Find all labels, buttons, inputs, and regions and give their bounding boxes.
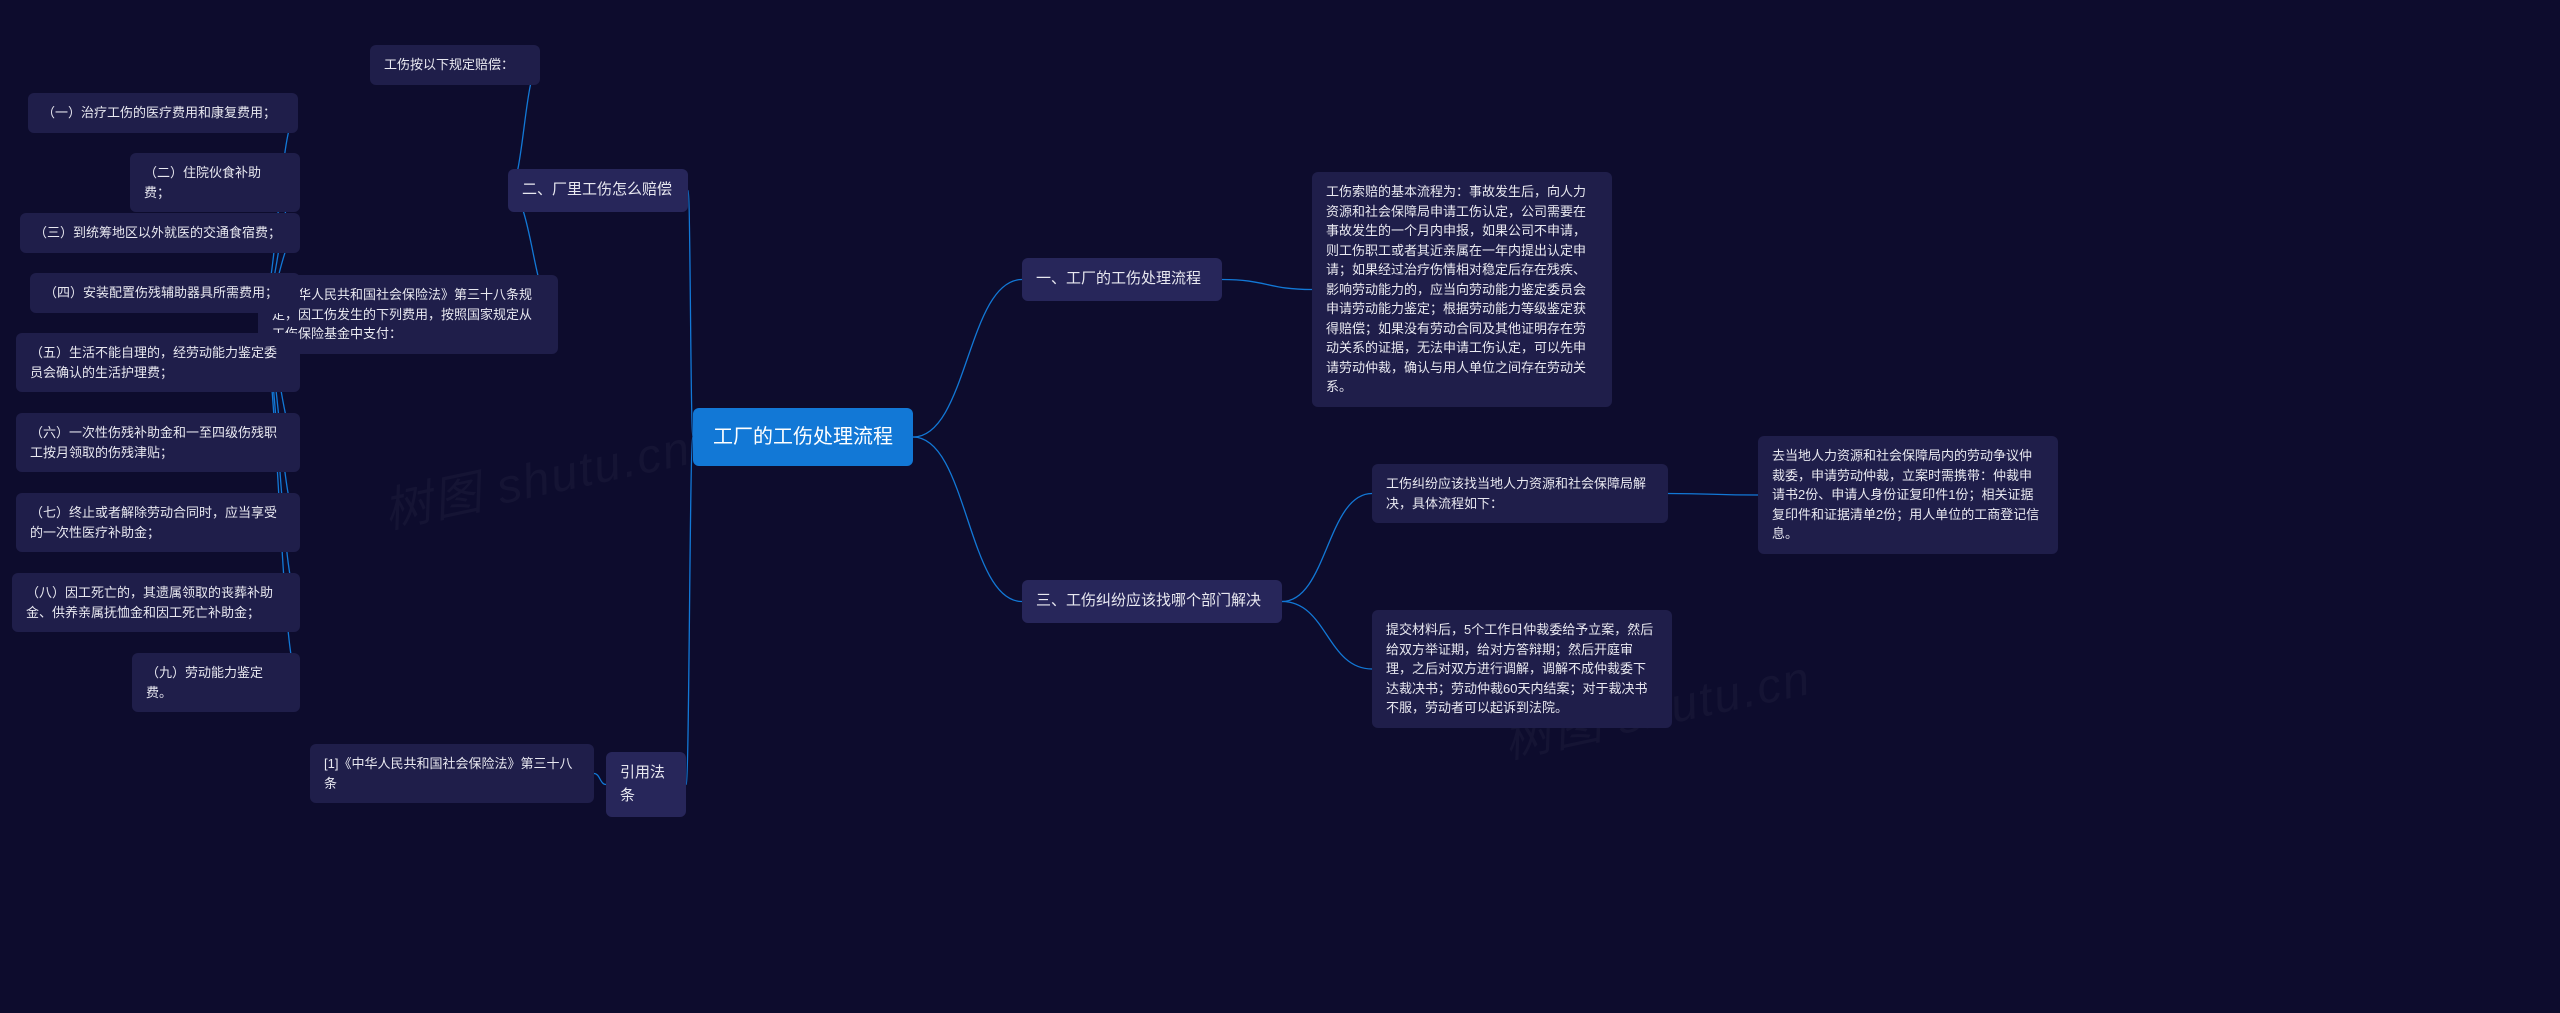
left-branch: 二、厂里工伤怎么赔偿 [508, 169, 688, 212]
right-leaf-2: 去当地人力资源和社会保障局内的劳动争议仲裁委，申请劳动仲裁，立案时需携带：仲裁申… [1758, 436, 2058, 554]
left-leaf: [1]《中华人民共和国社会保险法》第三十八条 [310, 744, 594, 803]
left-leaf-2: （五）生活不能自理的，经劳动能力鉴定委员会确认的生活护理费； [16, 333, 300, 392]
left-leaf-2: （六）一次性伤残补助金和一至四级伤残职工按月领取的伤残津贴； [16, 413, 300, 472]
right-leaf: 工伤索赔的基本流程为：事故发生后，向人力资源和社会保障局申请工伤认定，公司需要在… [1312, 172, 1612, 407]
left-leaf-2: （七）终止或者解除劳动合同时，应当享受的一次性医疗补助金； [16, 493, 300, 552]
right-leaf: 工伤纠纷应该找当地人力资源和社会保障局解决，具体流程如下： [1372, 464, 1668, 523]
connector-layer [0, 0, 2560, 1013]
right-branch: 一、工厂的工伤处理流程 [1022, 258, 1222, 301]
left-leaf-2: （一）治疗工伤的医疗费用和康复费用； [28, 93, 298, 133]
left-leaf-2: （九）劳动能力鉴定费。 [132, 653, 300, 712]
left-leaf: 《中华人民共和国社会保险法》第三十八条规定，因工伤发生的下列费用，按照国家规定从… [258, 275, 558, 354]
right-leaf: 提交材料后，5个工作日仲裁委给予立案，然后给双方举证期，给对方答辩期；然后开庭审… [1372, 610, 1672, 728]
left-leaf: 工伤按以下规定赔偿： [370, 45, 540, 85]
root-node: 工厂的工伤处理流程 [693, 408, 913, 466]
left-leaf-2: （四）安装配置伤残辅助器具所需费用； [30, 273, 300, 313]
left-branch: 引用法条 [606, 752, 686, 817]
watermark: 树图 shutu.cn [376, 408, 697, 542]
left-leaf-2: （三）到统筹地区以外就医的交通食宿费； [20, 213, 300, 253]
left-leaf-2: （二）住院伙食补助费； [130, 153, 300, 212]
left-leaf-2: （八）因工死亡的，其遗属领取的丧葬补助金、供养亲属抚恤金和因工死亡补助金； [12, 573, 300, 632]
right-branch: 三、工伤纠纷应该找哪个部门解决 [1022, 580, 1282, 623]
